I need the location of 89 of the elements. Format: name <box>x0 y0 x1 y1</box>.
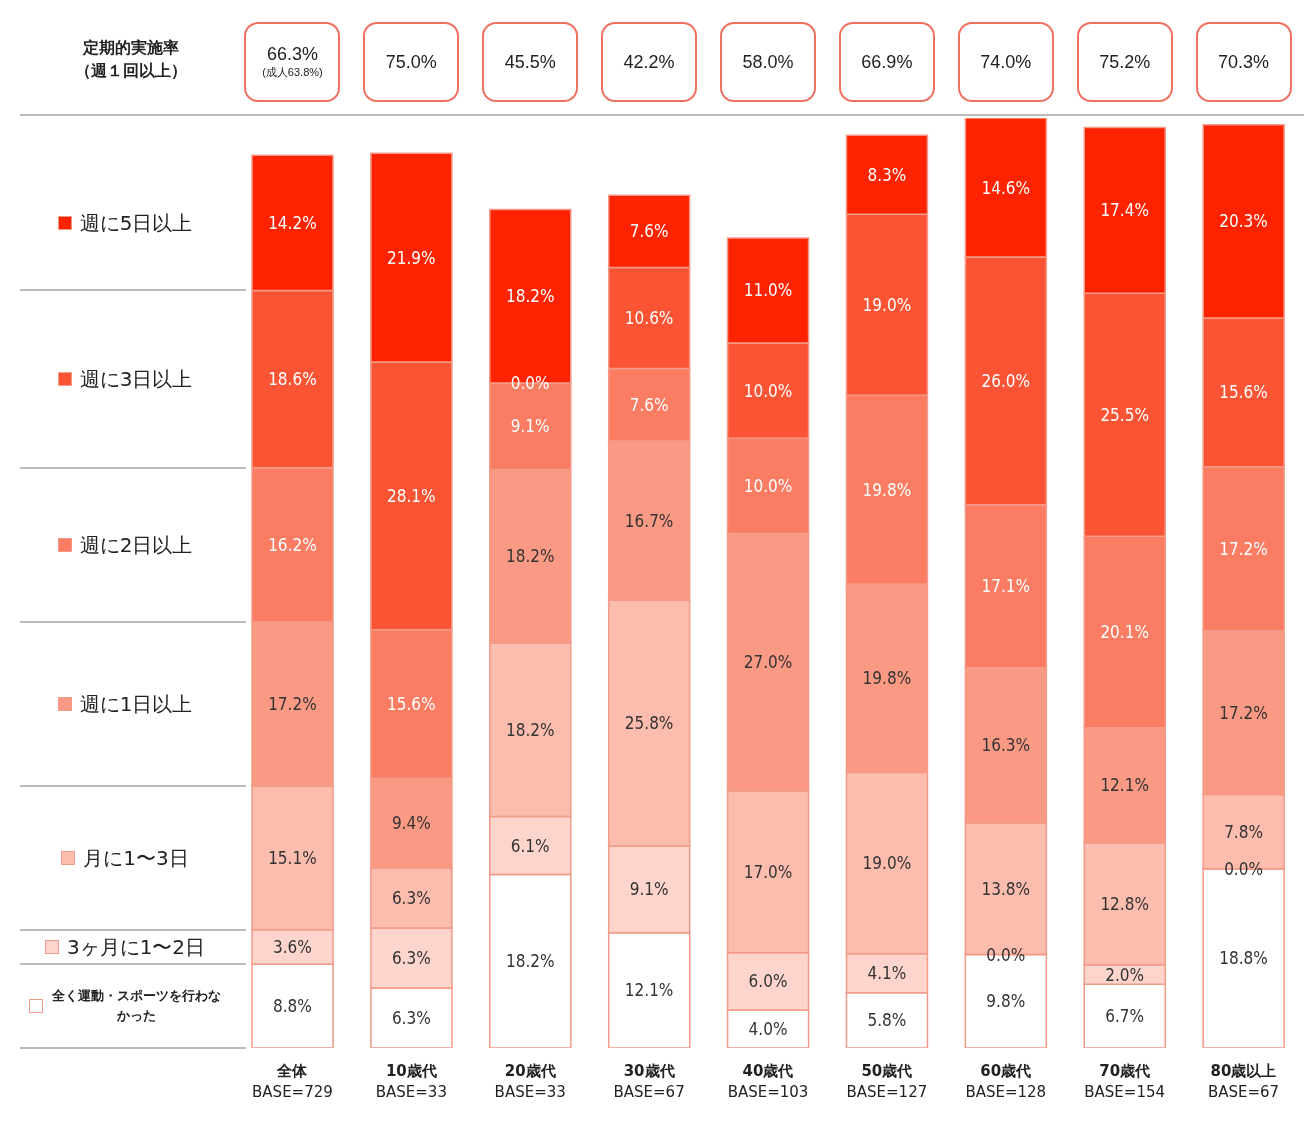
data-label: 7.6% <box>629 394 669 415</box>
data-label: 8.8% <box>273 996 312 1017</box>
data-label: 0.0% <box>1224 858 1263 879</box>
data-label: 18.2% <box>505 719 555 740</box>
data-label: 17.4% <box>1100 200 1149 221</box>
data-label: 18.2% <box>505 951 555 972</box>
data-label: 13.8% <box>981 878 1031 899</box>
data-label: 9.1% <box>629 879 669 900</box>
data-label: 6.7% <box>1105 1006 1145 1027</box>
data-label: 19.8% <box>862 479 912 500</box>
data-label: 17.2% <box>1219 538 1268 559</box>
data-label: 4.0% <box>748 1018 788 1039</box>
data-label: 17.0% <box>743 861 793 882</box>
x-tick-label: 全体 BASE=729 <box>252 1062 333 1101</box>
legend-label: 週に5日以上 <box>79 210 193 235</box>
text: 66.3% <box>266 44 318 65</box>
data-label: 3.6% <box>273 937 312 957</box>
data-label: 18.8% <box>1219 948 1268 969</box>
data-label: 12.1% <box>1100 775 1149 796</box>
data-label: 28.1% <box>387 485 436 506</box>
data-label: 6.3% <box>391 887 431 908</box>
data-label: 4.1% <box>867 963 907 984</box>
data-label: 6.3% <box>391 947 431 968</box>
data-label: 8.3% <box>867 164 907 185</box>
data-label: 14.2% <box>268 212 317 233</box>
data-label: 27.0% <box>743 652 793 673</box>
data-label: 12.1% <box>624 980 674 1001</box>
data-label: 7.6% <box>629 221 669 242</box>
data-label: 10.0% <box>743 475 793 496</box>
data-label: 20.1% <box>1100 622 1149 643</box>
data-label: 21.9% <box>387 247 436 268</box>
data-label: 25.5% <box>1100 404 1149 425</box>
data-label: 19.8% <box>862 668 912 689</box>
data-label: 9.1% <box>510 416 550 437</box>
data-label: 9.8% <box>986 991 1026 1012</box>
legend-label: 3ヶ月に1〜2日 <box>66 934 206 959</box>
data-label: 2.0% <box>1105 964 1145 985</box>
x-tick-label: 10歳代 BASE=33 <box>375 1062 447 1101</box>
text: 75.2% <box>1099 51 1151 73</box>
text: 70.3% <box>1218 51 1270 73</box>
data-label: 17.1% <box>981 576 1031 597</box>
data-label: 0.0% <box>986 944 1026 965</box>
x-tick-label: 30歳代 BASE=67 <box>613 1062 685 1101</box>
x-tick-label: 80歳以上 BASE=67 <box>1207 1062 1280 1101</box>
data-label: 16.2% <box>268 534 317 555</box>
data-label: 15.6% <box>1219 382 1268 403</box>
text: 定期的実施率（週１回以上） <box>74 37 188 82</box>
data-label: 17.2% <box>1219 702 1268 723</box>
data-label: 19.0% <box>862 294 912 315</box>
data-label: 5.8% <box>867 1010 907 1031</box>
text: 45.5% <box>504 51 556 73</box>
legend-label: 月に1〜3日 <box>83 845 189 870</box>
text: 74.0% <box>980 51 1032 73</box>
data-label: 16.7% <box>624 510 674 531</box>
data-label: 18.6% <box>268 369 317 390</box>
text: (成人63.8%) <box>262 65 323 80</box>
legend-label: 週に2日以上 <box>79 532 193 557</box>
data-label: 11.0% <box>743 280 793 301</box>
data-label: 18.2% <box>505 286 555 307</box>
data-label: 25.8% <box>624 713 674 734</box>
legend-label: 全く運動・スポーツを行わなかった <box>51 987 221 1026</box>
data-label: 12.8% <box>1100 894 1149 915</box>
data-label: 7.8% <box>1224 821 1263 842</box>
legend-label: 週に1日以上 <box>79 692 193 716</box>
data-label: 10.6% <box>624 308 674 329</box>
data-label: 18.2% <box>505 546 555 567</box>
data-label: 17.2% <box>268 694 317 715</box>
data-label: 26.0% <box>981 370 1031 391</box>
data-label: 15.1% <box>268 847 317 868</box>
text: 66.9% <box>861 51 913 73</box>
data-label: 6.0% <box>748 971 788 992</box>
data-label: 14.6% <box>981 177 1031 198</box>
data-label: 16.3% <box>981 735 1031 756</box>
x-tick-label: 50歳代 BASE=127 <box>846 1062 928 1101</box>
legend-label: 週に3日以上 <box>79 367 193 392</box>
data-label: 6.3% <box>391 1007 431 1028</box>
x-tick-label: 40歳代 BASE=103 <box>727 1062 809 1101</box>
data-label: 19.0% <box>862 853 912 874</box>
text: 75.0% <box>385 51 437 73</box>
text: 42.2% <box>623 51 675 73</box>
x-tick-label: 60歳代 BASE=128 <box>965 1062 1047 1101</box>
data-label: 15.6% <box>387 694 436 715</box>
data-label: 10.0% <box>743 380 793 401</box>
data-label: 6.1% <box>510 835 550 856</box>
x-tick-label: 20歳代 BASE=33 <box>494 1062 566 1101</box>
data-label: 9.4% <box>391 813 431 834</box>
x-tick-label: 70歳代 BASE=154 <box>1084 1062 1166 1101</box>
data-label: 20.3% <box>1219 211 1268 232</box>
text: 58.0% <box>742 51 794 73</box>
